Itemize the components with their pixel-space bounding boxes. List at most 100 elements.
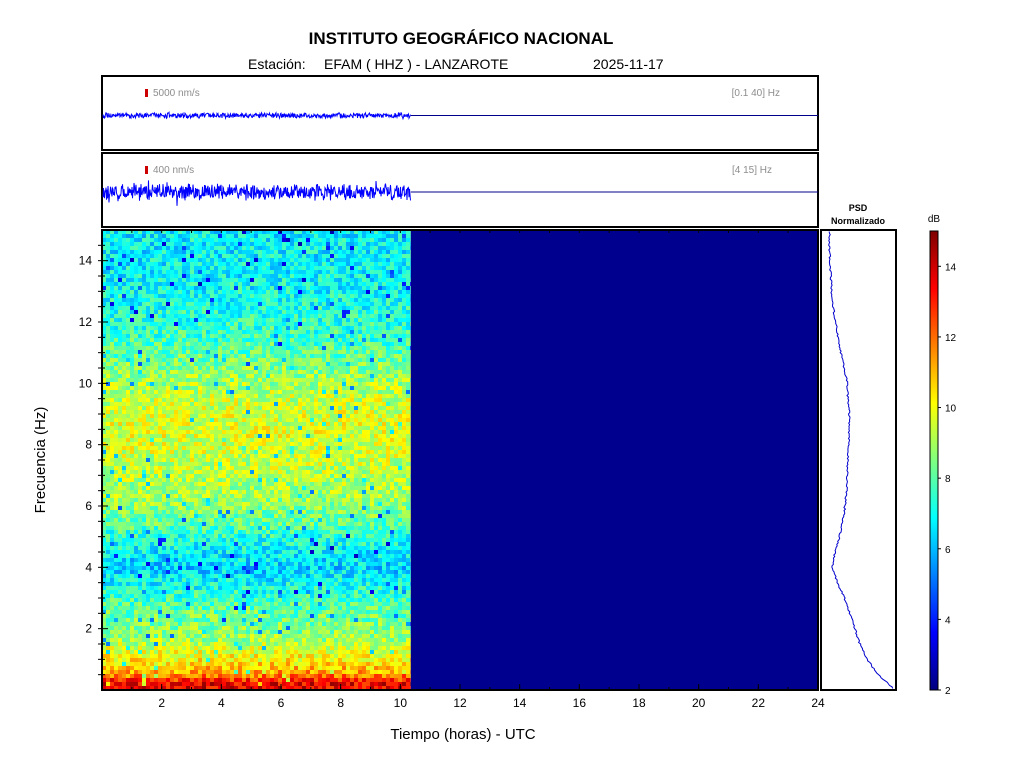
spectrogram-cell: [190, 638, 194, 642]
spectrogram-cell: [270, 394, 274, 398]
spectrogram-cell: [122, 362, 126, 366]
spectrogram-cell: [142, 438, 146, 442]
spectrogram-cell: [246, 594, 250, 598]
spectrogram-cell: [142, 410, 146, 414]
spectrogram-cell: [102, 310, 106, 314]
spectrogram-cell: [158, 670, 162, 674]
spectrogram-cell: [258, 314, 262, 318]
spectrogram-cell: [130, 658, 134, 662]
spectrogram-cell: [106, 566, 110, 570]
spectrogram-cell: [150, 442, 154, 446]
spectrogram-cell: [258, 414, 262, 418]
spectrogram-cell: [270, 354, 274, 358]
spectrogram-cell: [166, 366, 170, 370]
spectrogram-cell: [170, 534, 174, 538]
spectrogram-cell: [210, 594, 214, 598]
spectrogram-cell: [198, 434, 202, 438]
spectrogram-cell: [146, 438, 150, 442]
spectrogram-cell: [210, 678, 214, 682]
spectrogram-cell: [158, 558, 162, 562]
spectrogram-cell: [254, 654, 258, 658]
spectrogram-cell: [202, 662, 206, 666]
spectrogram-cell: [262, 282, 266, 286]
spectrogram-cell: [202, 614, 206, 618]
spectrogram-cell: [222, 258, 226, 262]
spectrogram-cell: [174, 434, 178, 438]
spectrogram-cell: [254, 314, 258, 318]
spectrogram-cell: [130, 494, 134, 498]
spectrogram-cell: [266, 542, 270, 546]
spectrogram-cell: [114, 614, 118, 618]
spectrogram-cell: [186, 558, 190, 562]
spectrogram-cell: [146, 662, 150, 666]
spectrogram-cell: [274, 346, 278, 350]
spectrogram-cell: [210, 262, 214, 266]
trace-scale-label: 5000 nm/s: [153, 88, 200, 99]
spectrogram-cell: [270, 602, 274, 606]
spectrogram-cell: [246, 290, 250, 294]
spectrogram-cell: [166, 582, 170, 586]
spectrogram-cell: [146, 350, 150, 354]
spectrogram-cell: [254, 386, 258, 390]
spectrogram-cell: [122, 266, 126, 270]
spectrogram-cell: [162, 286, 166, 290]
spectrogram-cell: [138, 594, 142, 598]
spectrogram-cell: [250, 422, 254, 426]
spectrogram-cell: [226, 578, 230, 582]
spectrogram-cell: [246, 466, 250, 470]
spectrogram-cell: [102, 302, 106, 306]
spectrogram-cell: [190, 270, 194, 274]
spectrogram-cell: [190, 682, 194, 686]
spectrogram-cell: [250, 430, 254, 434]
spectrogram-cell: [142, 502, 146, 506]
spectrogram-cell: [178, 466, 182, 470]
spectrogram-cell: [270, 246, 274, 250]
spectrogram-cell: [246, 514, 250, 518]
spectrogram-cell: [214, 454, 218, 458]
spectrogram-cell: [142, 266, 146, 270]
spectrogram-cell: [154, 678, 158, 682]
spectrogram-cell: [186, 586, 190, 590]
spectrogram-cell: [218, 594, 222, 598]
spectrogram-cell: [150, 306, 154, 310]
spectrogram-cell: [138, 630, 142, 634]
spectrogram-cell: [258, 630, 262, 634]
spectrogram-cell: [202, 418, 206, 422]
spectrogram-cell: [270, 382, 274, 386]
spectrogram-cell: [106, 662, 110, 666]
spectrogram-cell: [178, 366, 182, 370]
spectrogram-cell: [118, 486, 122, 490]
spectrogram-cell: [178, 446, 182, 450]
spectrogram-cell: [186, 302, 190, 306]
spectrogram-cell: [178, 478, 182, 482]
spectrogram-cell: [230, 438, 234, 442]
spectrogram-cell: [178, 386, 182, 390]
spectrogram-cell: [266, 238, 270, 242]
spectrogram-cell: [162, 586, 166, 590]
spectrogram-cell: [122, 578, 126, 582]
spectrogram-cell: [266, 278, 270, 282]
spectrogram-cell: [238, 410, 242, 414]
spectrogram-cell: [202, 342, 206, 346]
spectrogram-cell: [134, 402, 138, 406]
spectrogram-cell: [226, 662, 230, 666]
spectrogram-cell: [270, 322, 274, 326]
spectrogram-cell: [226, 634, 230, 638]
spectrogram-cell: [126, 294, 130, 298]
spectrogram-cell: [246, 270, 250, 274]
spectrogram-cell: [122, 254, 126, 258]
spectrogram-cell: [198, 530, 202, 534]
spectrogram-cell: [266, 274, 270, 278]
spectrogram-cell: [102, 250, 106, 254]
spectrogram-cell: [202, 666, 206, 670]
spectrogram-cell: [134, 362, 138, 366]
spectrogram-cell: [114, 426, 118, 430]
spectrogram-cell: [174, 682, 178, 686]
spectrogram-cell: [134, 470, 138, 474]
spectrogram-cell: [162, 318, 166, 322]
spectrogram-cell: [150, 234, 154, 238]
spectrogram-cell: [182, 414, 186, 418]
spectrogram-cell: [258, 334, 262, 338]
spectrogram-cell: [218, 506, 222, 510]
spectrogram-cell: [138, 234, 142, 238]
